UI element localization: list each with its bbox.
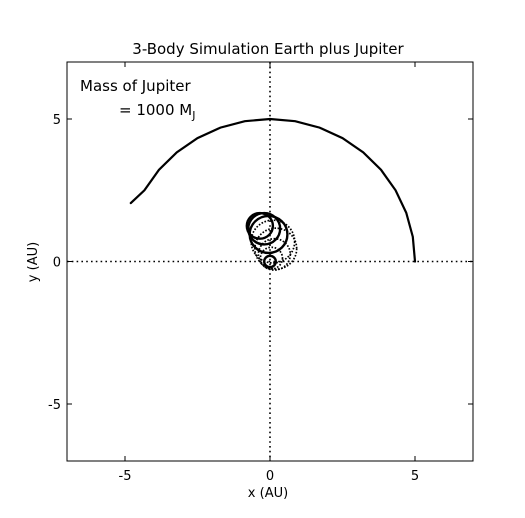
x-tick-label: 5	[411, 469, 419, 484]
y-tick-label: 5	[53, 113, 61, 128]
axis-ticks: -5 0 5 -5 0 5	[48, 62, 473, 484]
chart-title: 3-Body Simulation Earth plus Jupiter	[132, 40, 404, 58]
x-tick-label: -5	[119, 469, 132, 484]
annotation-subscript: J	[191, 109, 195, 122]
x-tick-label: 0	[266, 469, 274, 484]
earth-orbit-loop	[245, 211, 275, 240]
y-axis-label: y (AU)	[26, 242, 41, 282]
annotation-line1: Mass of Jupiter	[80, 77, 191, 95]
y-tick-label: -5	[48, 398, 61, 413]
y-tick-label: 0	[53, 256, 61, 271]
annotation-line2: = 1000 MJ	[119, 101, 195, 122]
jupiter-trajectory	[129, 117, 417, 263]
annotation-line2-text: = 1000 M	[119, 101, 192, 119]
x-axis-label: x (AU)	[248, 486, 288, 501]
plot-area	[67, 62, 473, 461]
